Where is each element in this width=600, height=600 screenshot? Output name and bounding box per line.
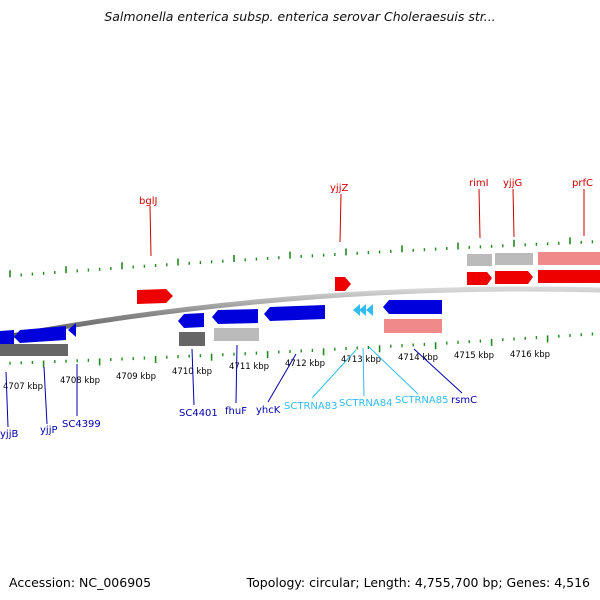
- pseudogene-light[interactable]: [214, 328, 259, 341]
- label-rsmC[interactable]: rsmC: [451, 395, 477, 406]
- scale-label: 4710 kbp: [172, 367, 212, 377]
- label-leader: [478, 188, 481, 239]
- scale-label: 4715 kbp: [454, 351, 494, 361]
- label-bglJ[interactable]: bglJ: [139, 196, 157, 207]
- label-leader: [339, 193, 342, 243]
- map-title: Salmonella enterica subsp. enterica sero…: [104, 9, 496, 24]
- label-SC4399[interactable]: SC4399: [62, 419, 101, 430]
- label-SCTRNA84[interactable]: SCTRNA84: [339, 398, 392, 409]
- gene-yjjG[interactable]: [495, 271, 533, 284]
- scale-label: 4707 kbp: [3, 382, 43, 392]
- label-leader: [311, 349, 357, 399]
- scale-label: 4708 kbp: [60, 376, 100, 386]
- scale-label: 4712 kbp: [285, 359, 325, 369]
- gene-prfC[interactable]: [538, 270, 600, 283]
- pseudogene-light[interactable]: [467, 254, 492, 266]
- gene-yjjB[interactable]: [0, 330, 14, 345]
- pseudogene-dark[interactable]: [179, 332, 205, 346]
- label-leader: [235, 344, 238, 404]
- gene-SC4399[interactable]: [68, 323, 76, 337]
- accession-label: Accession: NC_006905: [9, 575, 152, 590]
- label-SC4401[interactable]: SC4401: [179, 408, 218, 419]
- gene-bglJ[interactable]: [137, 289, 173, 304]
- reverse-tick-row: [9, 332, 594, 368]
- gene-light-forward[interactable]: [538, 252, 600, 265]
- scale-label: 4711 kbp: [229, 362, 269, 372]
- label-yhcK[interactable]: yhcK: [256, 405, 281, 416]
- gene-fhuF[interactable]: [212, 309, 258, 324]
- label-SCTRNA83[interactable]: SCTRNA83: [284, 401, 337, 412]
- gene-rsmC[interactable]: [383, 300, 442, 314]
- label-leader: [368, 346, 419, 395]
- label-leader: [362, 347, 365, 397]
- pseudogene-light[interactable]: [495, 253, 533, 265]
- label-leader: [191, 348, 195, 406]
- trna-SCTRNA85[interactable]: [366, 304, 373, 316]
- label-leader: [413, 348, 463, 394]
- reverse-features: [0, 300, 442, 356]
- reverse-labels: yjjB yjjP SC4399 SC4401 fhuF yhcK SCTRNA…: [0, 344, 477, 440]
- genome-stats-label: Topology: circular; Length: 4,755,700 bp…: [246, 575, 590, 590]
- label-leader: [512, 188, 515, 238]
- scale-label: 4716 kbp: [510, 350, 550, 360]
- label-SCTRNA85[interactable]: SCTRNA85: [395, 395, 448, 406]
- label-yjjG[interactable]: yjjG: [503, 178, 522, 189]
- gene-rimI[interactable]: [467, 272, 492, 285]
- scale-label: 4709 kbp: [116, 372, 156, 382]
- gene-light-reverse[interactable]: [384, 319, 442, 333]
- label-leader: [43, 366, 48, 425]
- genome-backbone: [0, 286, 600, 341]
- gene-yjjP[interactable]: [14, 326, 66, 343]
- label-leader: [149, 205, 152, 257]
- label-leader: [267, 353, 297, 403]
- trna-SCTRNA83[interactable]: [353, 304, 360, 316]
- gene-yjjZ[interactable]: [335, 277, 351, 291]
- label-leader: [5, 371, 9, 428]
- scale-label: 4714 kbp: [398, 353, 438, 363]
- forward-features: [137, 252, 600, 304]
- forward-labels: bglJ yjjZ rimI yjjG prfC: [139, 178, 593, 257]
- gene-SC4401[interactable]: [178, 313, 204, 328]
- forward-tick-row: [9, 237, 594, 278]
- gene-yhcK[interactable]: [264, 305, 325, 321]
- label-yjjZ[interactable]: yjjZ: [330, 183, 348, 194]
- label-rimI[interactable]: rimI: [469, 178, 489, 189]
- pseudogene-dark[interactable]: [0, 344, 68, 356]
- label-yjjB[interactable]: yjjB: [0, 429, 18, 440]
- label-fhuF[interactable]: fhuF: [225, 406, 247, 417]
- label-prfC[interactable]: prfC: [572, 178, 593, 189]
- trna-SCTRNA84[interactable]: [359, 304, 366, 316]
- label-yjjP[interactable]: yjjP: [40, 425, 58, 436]
- scale-label: 4713 kbp: [341, 355, 381, 365]
